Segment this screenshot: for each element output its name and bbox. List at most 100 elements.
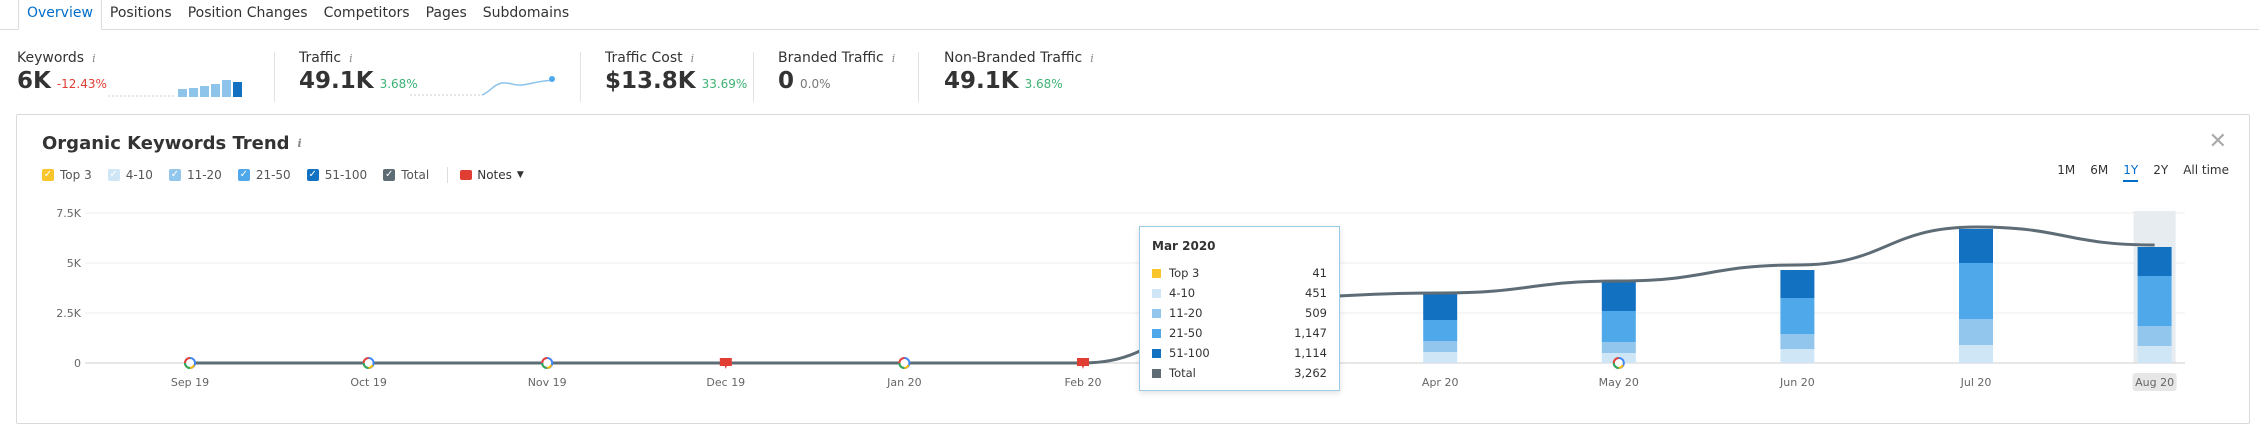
google-update-icon-arc	[362, 362, 369, 369]
google-update-icon-arc	[1612, 362, 1619, 369]
checkbox-icon[interactable]: ✓	[383, 169, 396, 181]
tooltip-row: 51-100 1,114	[1152, 343, 1327, 363]
google-update-icon-arc	[541, 357, 548, 364]
checkbox-icon[interactable]: ✓	[237, 169, 250, 181]
panel-title: Organic Keywords Trend i	[42, 133, 302, 154]
close-icon[interactable]: ✕	[2208, 129, 2227, 154]
range-1m[interactable]: 1M	[2057, 163, 2076, 177]
metric-label: Traffic Cost	[605, 50, 683, 66]
info-icon[interactable]: i	[297, 137, 302, 150]
traffic-sparkline	[410, 76, 555, 96]
metric-divider	[753, 52, 754, 102]
google-update-icon-arc	[898, 357, 905, 364]
range-6m[interactable]: 6M	[2090, 163, 2109, 177]
google-update-icon-arc	[184, 357, 191, 364]
metric-keywords: Keywords i 6K -12.43%	[17, 50, 107, 105]
bar-segment	[1423, 320, 1458, 341]
range-all-time[interactable]: All time	[2183, 163, 2229, 177]
legend-label: 51-100	[324, 168, 368, 182]
google-update-icon-arc	[362, 357, 369, 364]
range-1y[interactable]: 1Y	[2123, 163, 2139, 182]
metric-divider	[274, 52, 275, 102]
tooltip-row: Total 3,262	[1152, 363, 1327, 383]
legend-item-11-20[interactable]: ✓ 11-20	[168, 168, 222, 182]
legend-item-21-50[interactable]: ✓ 21-50	[237, 168, 291, 182]
tab-positions[interactable]: Positions	[109, 5, 172, 21]
chevron-down-icon: ▼	[516, 170, 524, 180]
legend-label: 21-50	[255, 168, 291, 182]
panel-title-text: Organic Keywords Trend	[42, 133, 290, 154]
x-tick-label: Jun 20	[1779, 376, 1815, 389]
keywords-sparkline	[108, 80, 242, 97]
x-tick-label: Apr 20	[1422, 376, 1459, 389]
bar-segment	[1780, 349, 1815, 363]
google-update-icon-arc	[368, 364, 374, 369]
info-icon[interactable]: i	[349, 51, 353, 65]
legend-swatch	[1152, 288, 1161, 298]
checkbox-icon[interactable]: ✓	[42, 169, 54, 181]
metric-branded-traffic: Branded Traffic i 0 0.0%	[778, 50, 895, 105]
tooltip-title: Mar 2020	[1152, 239, 1216, 253]
info-icon[interactable]: i	[92, 51, 96, 65]
tooltip-label: 4-10	[1169, 286, 1196, 300]
tooltip-value: 1,114	[1294, 346, 1327, 360]
tooltip-label: 51-100	[1169, 346, 1210, 360]
metric-label: Non-Branded Traffic	[944, 50, 1083, 66]
legend-swatch	[1152, 328, 1161, 338]
tooltip-row: 21-50 1,147	[1152, 323, 1327, 343]
y-tick-label: 2.5K	[56, 307, 81, 320]
checkbox-icon[interactable]: ✓	[306, 169, 319, 181]
bar-segment	[1780, 270, 1815, 298]
chart-legend: ✓ Top 3 ✓ 4-10 ✓ 11-20 ✓ 21-50 ✓ 51-100 …	[42, 167, 524, 183]
notes-button[interactable]: Notes ▼	[460, 168, 524, 182]
note-icon	[1077, 358, 1089, 369]
metric-change: 33.69%	[701, 77, 748, 91]
legend-item-top3[interactable]: ✓ Top 3	[42, 168, 92, 182]
range-2y[interactable]: 2Y	[2153, 163, 2169, 177]
info-icon[interactable]: i	[690, 51, 695, 65]
tab-overview[interactable]: Overview	[18, 0, 102, 30]
tooltip-value: 451	[1305, 286, 1327, 300]
metric-label: Keywords	[17, 50, 85, 66]
legend-swatch	[1152, 268, 1161, 278]
metric-traffic: Traffic i 49.1K 3.68%	[299, 50, 418, 105]
checkbox-icon[interactable]: ✓	[107, 169, 120, 181]
tooltip-value: 1,147	[1294, 326, 1327, 340]
tab-pages[interactable]: Pages	[425, 5, 467, 21]
tab-subdomains[interactable]: Subdomains	[482, 5, 570, 21]
legend-item-total[interactable]: ✓ Total	[383, 168, 429, 182]
metric-divider	[580, 52, 581, 102]
x-tick-label: Oct 19	[350, 376, 387, 389]
legend-item-4-10[interactable]: ✓ 4-10	[107, 168, 153, 182]
legend-label: Top 3	[60, 168, 92, 182]
metric-value: $13.8K	[605, 68, 696, 94]
x-tick-label: Dec 19	[706, 376, 745, 389]
google-update-icon-arc	[546, 364, 553, 369]
bar-segment	[2137, 326, 2172, 346]
metric-change: -12.43%	[56, 77, 107, 91]
tooltip-value: 41	[1312, 266, 1327, 280]
tab-competitors[interactable]: Competitors	[323, 5, 410, 21]
x-tick-label: Feb 20	[1065, 376, 1102, 389]
legend-item-51-100[interactable]: ✓ 51-100	[306, 168, 368, 182]
metric-value: 49.1K	[299, 68, 374, 94]
tooltip-label: Total	[1169, 366, 1196, 380]
x-tick-label: Jan 20	[886, 376, 921, 389]
info-icon[interactable]: i	[1090, 51, 1094, 65]
checkbox-icon[interactable]: ✓	[168, 169, 181, 181]
google-update-icon-arc	[189, 364, 195, 369]
bar-segment	[1601, 311, 1636, 342]
tab-position-changes[interactable]: Position Changes	[187, 5, 308, 21]
metric-change: 3.68%	[379, 77, 418, 91]
info-icon[interactable]: i	[891, 51, 896, 65]
tooltip-label: 11-20	[1169, 306, 1203, 320]
bar-segment	[1959, 319, 1993, 345]
bar-segment	[1601, 342, 1636, 353]
bar-segment	[1423, 293, 1458, 320]
google-update-icon-arc	[898, 362, 905, 369]
tooltip-row: Top 3 41	[1152, 263, 1327, 283]
metric-label: Branded Traffic	[778, 50, 884, 66]
tooltip-label: 21-50	[1169, 326, 1203, 340]
note-icon	[460, 170, 473, 180]
bar-segment	[1959, 263, 1993, 319]
